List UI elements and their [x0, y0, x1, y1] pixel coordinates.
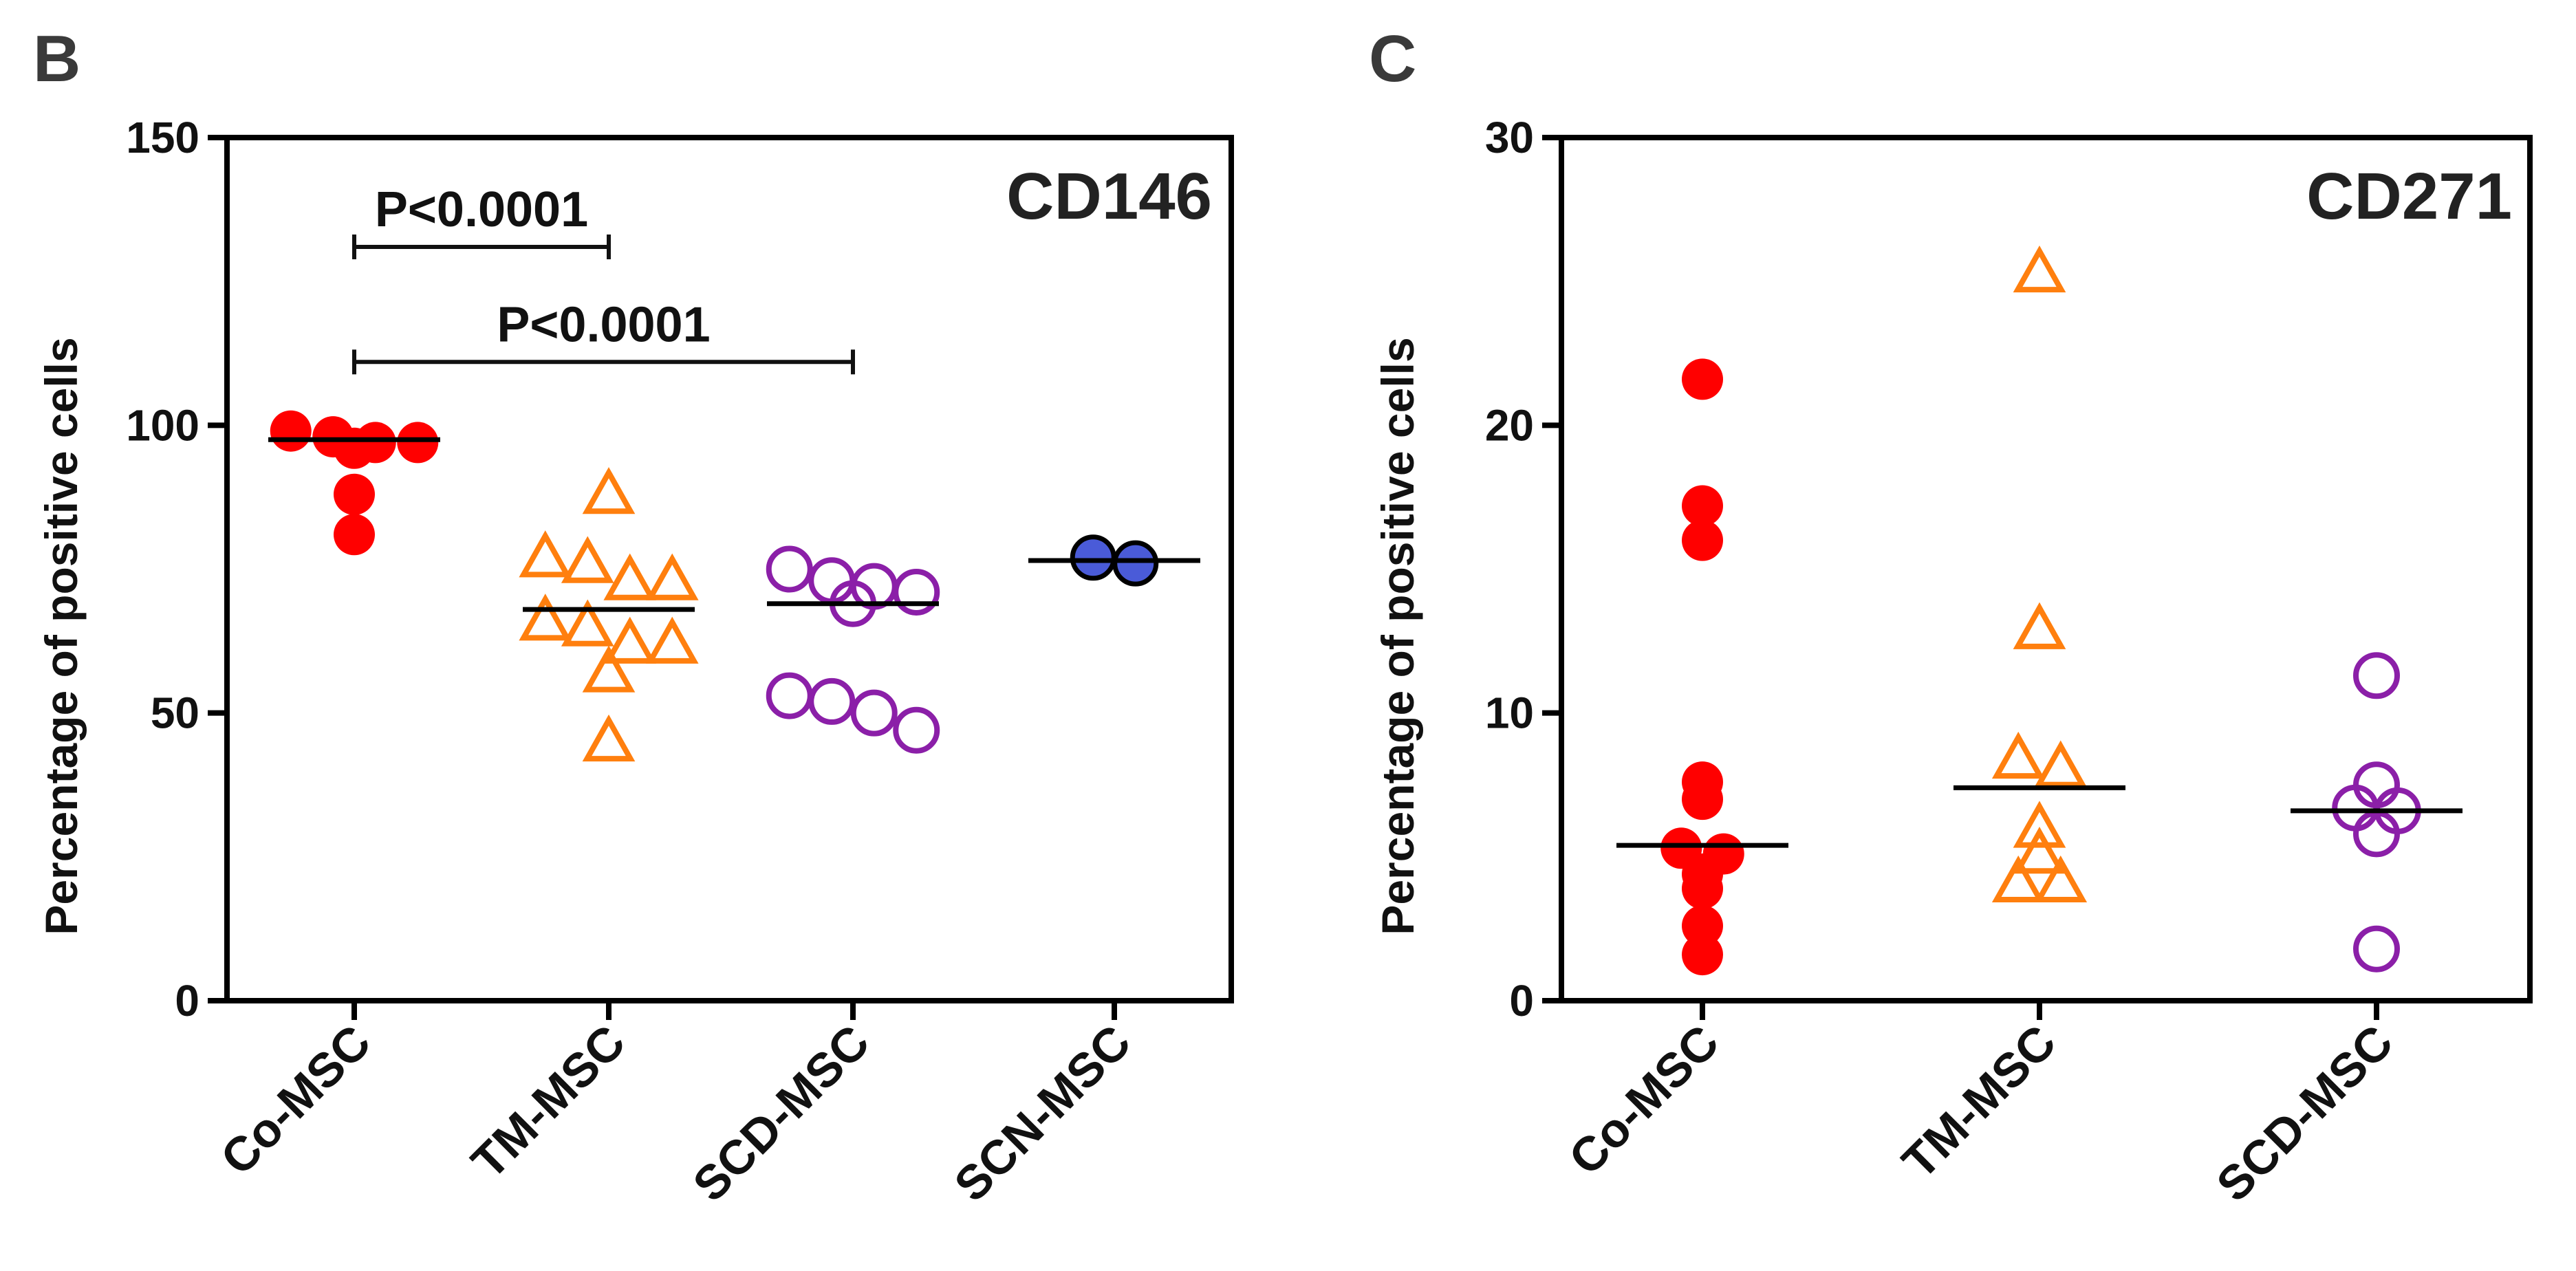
x-category-label: SCD-MSC — [682, 1014, 879, 1211]
y-tick-label: 10 — [1485, 688, 1534, 738]
y-tick-label: 0 — [1509, 976, 1534, 1025]
data-point — [334, 473, 375, 515]
y-axis-ticks: 0 50 100 150 — [126, 113, 227, 1025]
panel-b-cd146: B Percentage of positive cells 0 50 100 150… — [33, 22, 1234, 1212]
plot-frame — [1559, 135, 2533, 1003]
significance-bracket: P<0.0001 — [352, 182, 611, 259]
data-point — [2013, 801, 2066, 848]
data-point — [2013, 245, 2066, 293]
data-point — [603, 616, 657, 664]
data-point — [1682, 934, 1723, 976]
data-point — [808, 677, 856, 725]
y-tick-label: 0 — [175, 976, 199, 1025]
data-point — [519, 594, 572, 641]
data-point — [2034, 855, 2088, 903]
data-point — [1112, 540, 1159, 587]
data-point — [582, 467, 636, 514]
data-point — [519, 530, 572, 578]
x-category-label: Co-MSC — [210, 1014, 381, 1185]
data-point — [582, 714, 636, 762]
data-point — [1682, 519, 1723, 561]
significance-annotations: P<0.0001 P<0.0001 — [352, 182, 855, 375]
data-point — [645, 616, 699, 664]
p-value-label: P<0.0001 — [375, 182, 588, 237]
data-point — [270, 410, 312, 452]
y-tick-label: 100 — [126, 400, 199, 450]
x-axis-labels: Co-MSC TM-MSC SCD-MSC SCN-MSC — [210, 1014, 1141, 1211]
panel-letter: B — [33, 22, 80, 96]
y-tick-label: 150 — [126, 113, 199, 162]
data-point — [893, 568, 940, 616]
data-point — [561, 536, 614, 583]
data-point — [850, 689, 898, 737]
panel-letter: C — [1369, 22, 1416, 96]
marker-label: CD146 — [1006, 160, 1212, 233]
data-point — [766, 672, 813, 719]
x-axis-ticks — [351, 1001, 1117, 1020]
x-category-label: SCN-MSC — [944, 1014, 1140, 1211]
data-point — [561, 599, 614, 647]
data-point — [582, 645, 636, 693]
y-tick-label: 30 — [1485, 113, 1534, 162]
x-category-label: SCD-MSC — [2206, 1014, 2403, 1211]
y-axis-title: Percentage of positive cells — [1372, 337, 1423, 935]
y-tick-label: 20 — [1485, 400, 1534, 450]
data-point — [1070, 534, 1116, 581]
x-category-label: TM-MSC — [462, 1014, 636, 1188]
mean-lines — [1616, 785, 2463, 848]
data-point — [1991, 855, 2045, 903]
plot-frame — [224, 135, 1234, 1003]
y-axis-ticks: 0 10 20 30 — [1485, 113, 1561, 1025]
p-value-label: P<0.0001 — [497, 297, 710, 352]
data-point — [397, 422, 439, 464]
data-point — [645, 553, 699, 600]
x-category-label: Co-MSC — [1559, 1014, 1729, 1185]
data-point — [2013, 826, 2066, 874]
data-point — [2034, 740, 2088, 787]
x-axis-ticks — [1700, 1001, 2379, 1020]
data-point — [893, 706, 940, 754]
data-point — [334, 514, 375, 556]
data-point — [2353, 925, 2400, 973]
data-point — [2013, 602, 2066, 649]
mean-lines — [268, 437, 1200, 612]
x-category-label: TM-MSC — [1892, 1014, 2066, 1188]
y-axis-title: Percentage of positive cells — [36, 337, 87, 935]
data-point — [1682, 779, 1723, 821]
data-point — [766, 545, 813, 593]
data-point — [1682, 905, 1723, 947]
marker-label: CD271 — [2306, 160, 2512, 233]
data-point — [1682, 358, 1723, 400]
data-points — [1660, 245, 2421, 976]
panel-c-cd271: C Percentage of positive cells 0 10 20 30 C… — [1369, 22, 2533, 1212]
x-axis-labels: Co-MSC TM-MSC SCD-MSC — [1559, 1014, 2403, 1211]
data-points — [270, 410, 1159, 762]
data-point — [603, 553, 657, 600]
y-tick-label: 50 — [151, 688, 199, 738]
significance-bracket: P<0.0001 — [352, 297, 855, 375]
data-point — [1682, 867, 1723, 909]
data-point — [1682, 485, 1723, 527]
data-point — [334, 427, 375, 469]
data-point — [1991, 731, 2045, 779]
data-point — [2353, 652, 2400, 699]
